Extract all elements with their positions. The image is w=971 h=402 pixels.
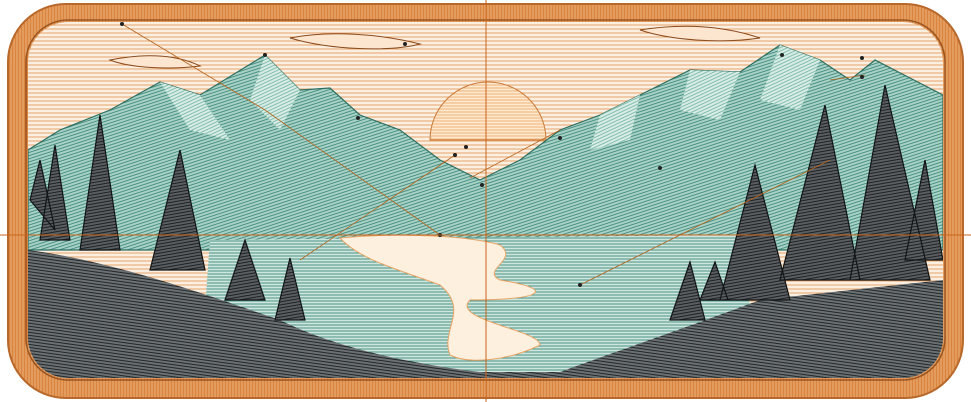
stitch-points — [120, 22, 864, 287]
right-trees — [669, 84, 943, 321]
clouds — [108, 25, 761, 69]
river-reflection — [338, 234, 541, 361]
jump-lines — [121, 23, 866, 286]
foreground — [28, 250, 943, 378]
sun — [429, 81, 547, 141]
left-trees — [29, 114, 306, 321]
snow-highlights — [160, 45, 820, 150]
lake — [200, 235, 760, 378]
